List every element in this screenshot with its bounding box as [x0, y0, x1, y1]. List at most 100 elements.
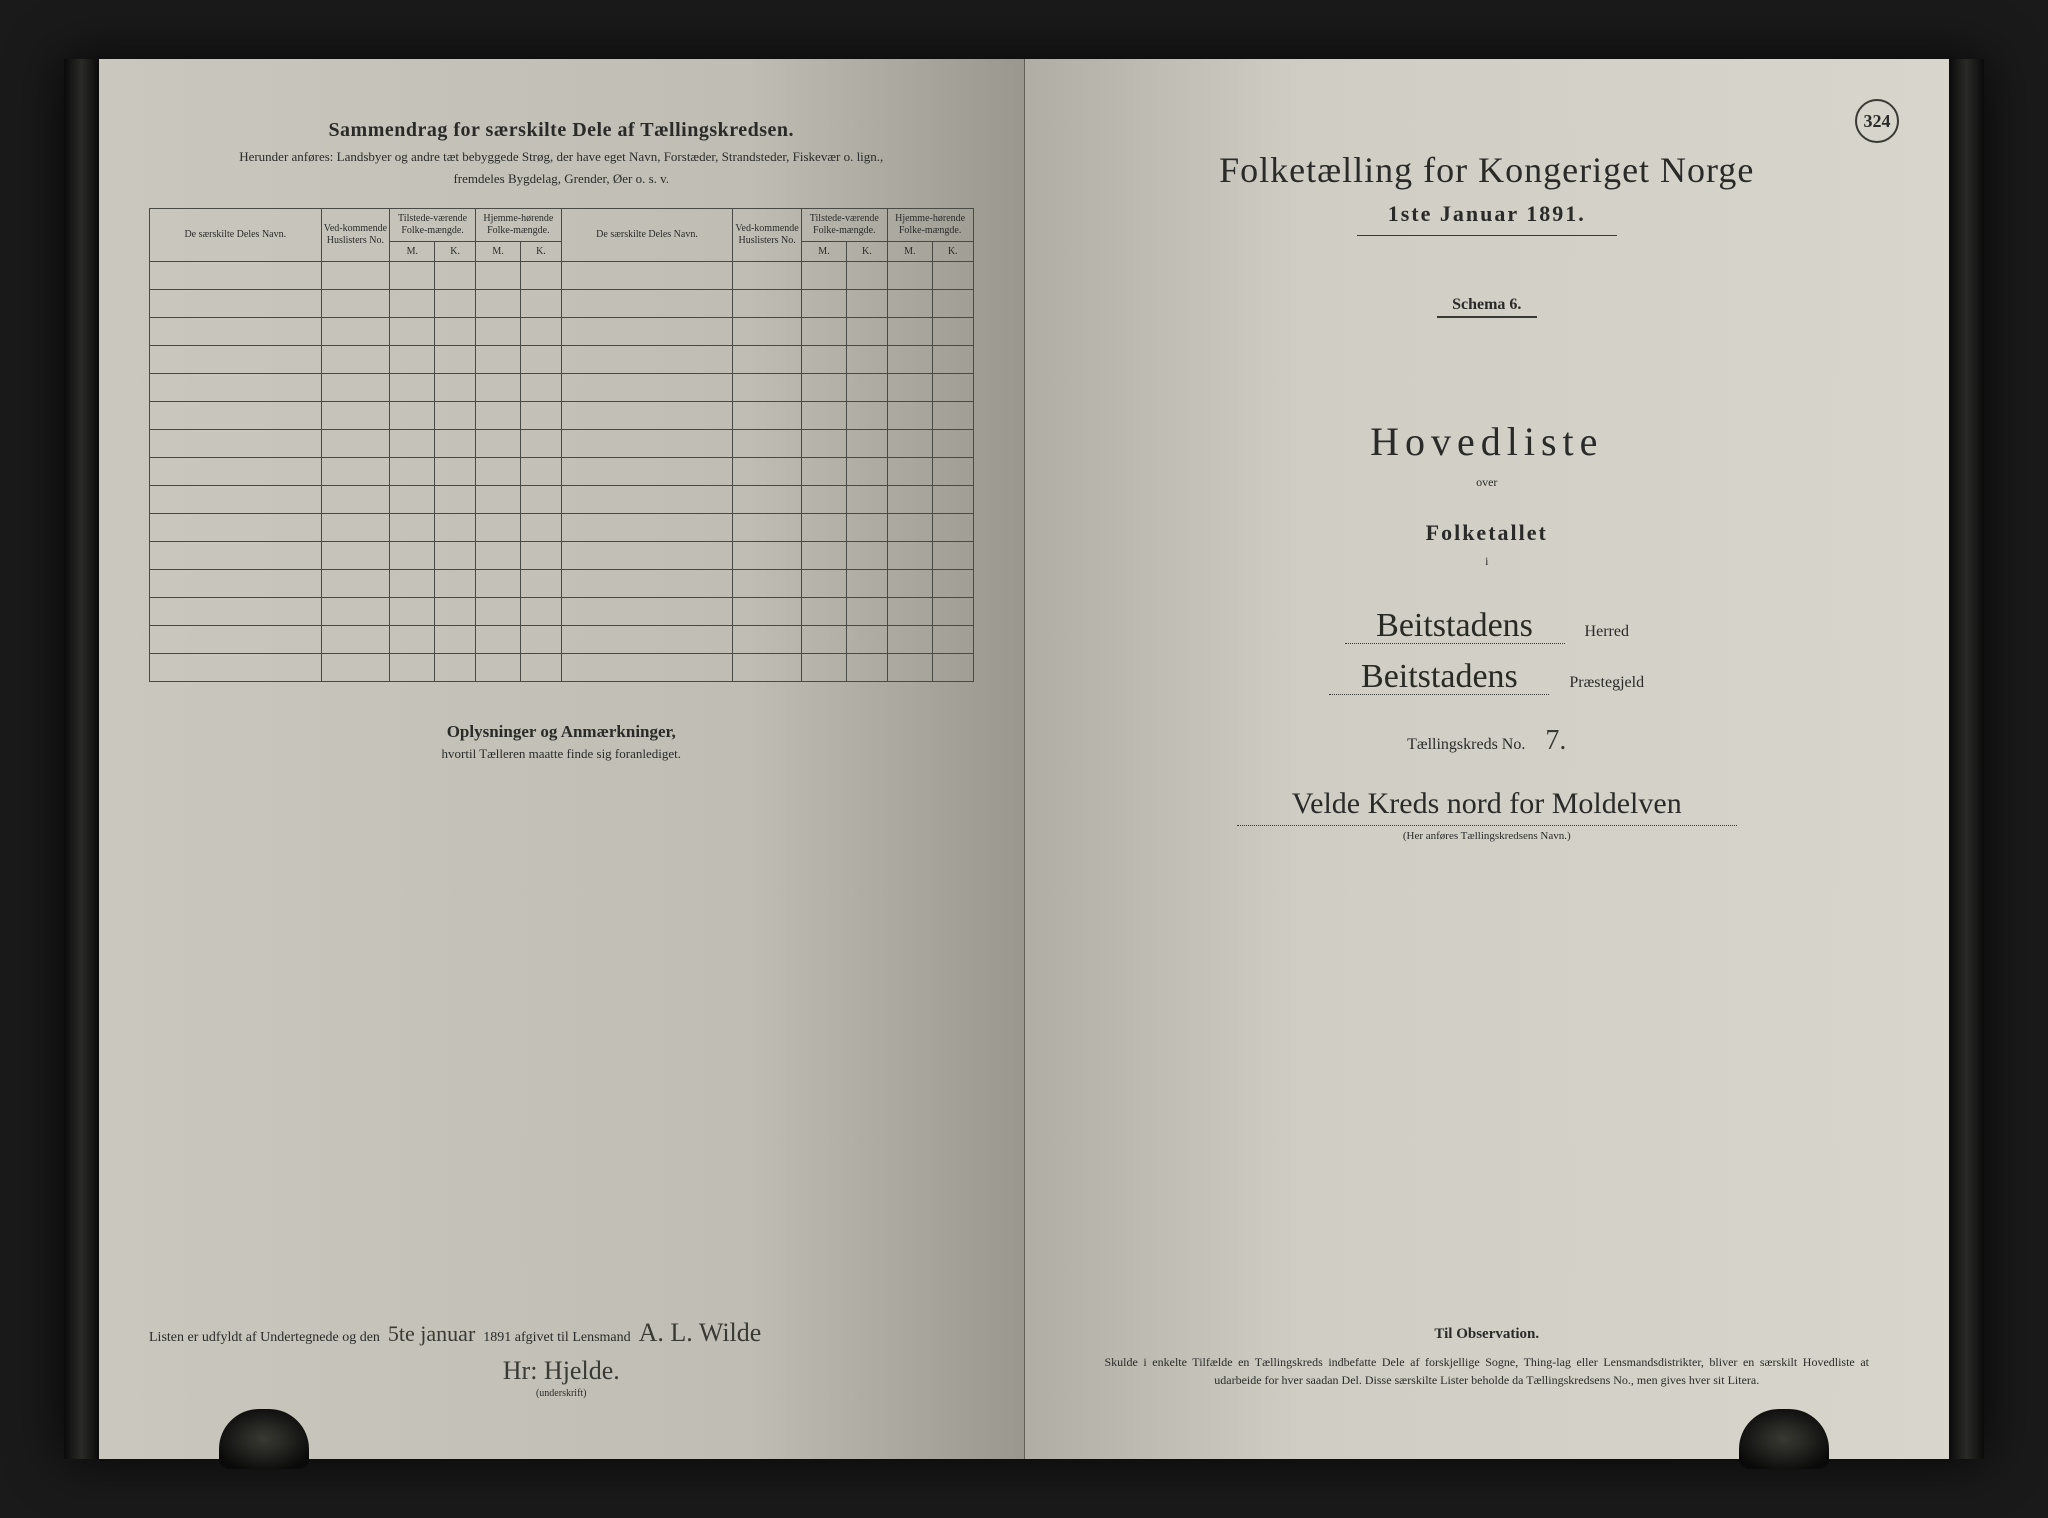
table-cell: [801, 598, 846, 626]
table-cell: [521, 262, 562, 290]
table-cell: [150, 514, 322, 542]
table-cell: [932, 570, 973, 598]
table-cell: [321, 542, 390, 570]
th-col7: Tilstede-værende Folke-mængde.: [801, 209, 887, 242]
th-col6: Ved-kommende Huslisters No.: [733, 209, 802, 262]
table-cell: [475, 514, 520, 542]
signature-2: Hr: Hjelde.: [503, 1356, 620, 1385]
table-cell: [801, 374, 846, 402]
sign-date: 5te januar: [388, 1321, 475, 1347]
table-cell: [887, 514, 932, 542]
mk-m: M.: [887, 242, 932, 262]
th-col4: Hjemme-hørende Folke-mængde.: [475, 209, 561, 242]
small-i: i: [1075, 554, 1900, 569]
table-cell: [521, 402, 562, 430]
table-cell: [561, 262, 733, 290]
table-cell: [847, 430, 888, 458]
mk-m: M.: [801, 242, 846, 262]
table-cell: [390, 458, 435, 486]
table-cell: [150, 402, 322, 430]
table-cell: [150, 290, 322, 318]
right-page: 324 Folketælling for Kongeriget Norge 1s…: [1025, 59, 1950, 1459]
table-cell: [887, 374, 932, 402]
table-cell: [932, 542, 973, 570]
obs-title: Til Observation.: [1105, 1326, 1870, 1343]
table-cell: [321, 626, 390, 654]
table-cell: [847, 318, 888, 346]
kreds-name: Velde Kreds nord for Moldelven: [1237, 787, 1737, 826]
table-cell: [390, 514, 435, 542]
table-cell: [733, 626, 802, 654]
table-cell: [521, 430, 562, 458]
table-cell: [321, 654, 390, 682]
table-cell: [887, 402, 932, 430]
table-cell: [847, 290, 888, 318]
table-cell: [847, 654, 888, 682]
table-cell: [521, 570, 562, 598]
over-label: over: [1075, 475, 1900, 490]
left-title: Sammendrag for særskilte Dele af Tælling…: [149, 119, 974, 142]
hovedliste: Hovedliste: [1075, 418, 1900, 465]
th-col1: De særskilte Deles Navn.: [150, 209, 322, 262]
table-cell: [847, 542, 888, 570]
table-cell: [733, 346, 802, 374]
th-col2: Ved-kommende Huslisters No.: [321, 209, 390, 262]
book-clip-left: [219, 1409, 309, 1469]
table-cell: [801, 290, 846, 318]
obs-text: Skulde i enkelte Tilfælde en Tællingskre…: [1105, 1353, 1870, 1389]
table-cell: [390, 626, 435, 654]
table-cell: [390, 290, 435, 318]
table-cell: [150, 542, 322, 570]
table-cell: [801, 262, 846, 290]
table-cell: [435, 262, 476, 290]
table-cell: [475, 626, 520, 654]
sign-prefix: Listen er udfyldt af Undertegnede og den: [149, 1330, 380, 1346]
mk-k: K.: [521, 242, 562, 262]
sign-note: (underskrift): [149, 1388, 974, 1399]
table-cell: [932, 626, 973, 654]
table-cell: [435, 430, 476, 458]
table-cell: [321, 374, 390, 402]
table-cell: [561, 514, 733, 542]
summary-table: De særskilte Deles Navn. Ved-kommende Hu…: [149, 208, 974, 682]
table-cell: [932, 458, 973, 486]
table-header-row: De særskilte Deles Navn. Ved-kommende Hu…: [150, 209, 974, 242]
left-subtitle-1: Herunder anføres: Landsbyer og andre tæt…: [149, 148, 974, 166]
table-cell: [887, 346, 932, 374]
title-rule: [1357, 235, 1617, 236]
table-cell: [321, 458, 390, 486]
table-cell: [932, 514, 973, 542]
table-cell: [887, 486, 932, 514]
table-row: [150, 262, 974, 290]
table-cell: [932, 318, 973, 346]
table-cell: [801, 626, 846, 654]
th-col8: Hjemme-hørende Folke-mængde.: [887, 209, 973, 242]
table-cell: [887, 542, 932, 570]
table-cell: [887, 626, 932, 654]
table-cell: [150, 374, 322, 402]
table-cell: [475, 486, 520, 514]
table-cell: [521, 626, 562, 654]
table-cell: [475, 654, 520, 682]
table-cell: [932, 430, 973, 458]
table-row: [150, 402, 974, 430]
table-cell: [733, 430, 802, 458]
kreds-label: Tællingskreds No.: [1407, 736, 1525, 753]
spine-right: [1949, 59, 1984, 1459]
herred-label: Herred: [1585, 623, 1629, 641]
table-cell: [733, 598, 802, 626]
table-cell: [932, 374, 973, 402]
table-cell: [475, 458, 520, 486]
table-body: [150, 262, 974, 682]
praeste-value: Beitstadens: [1329, 660, 1549, 695]
table-cell: [561, 318, 733, 346]
table-cell: [801, 486, 846, 514]
table-row: [150, 290, 974, 318]
table-cell: [887, 290, 932, 318]
table-cell: [847, 402, 888, 430]
table-cell: [390, 402, 435, 430]
table-cell: [887, 458, 932, 486]
table-cell: [150, 654, 322, 682]
table-cell: [887, 262, 932, 290]
book-clip-right: [1739, 1409, 1829, 1469]
